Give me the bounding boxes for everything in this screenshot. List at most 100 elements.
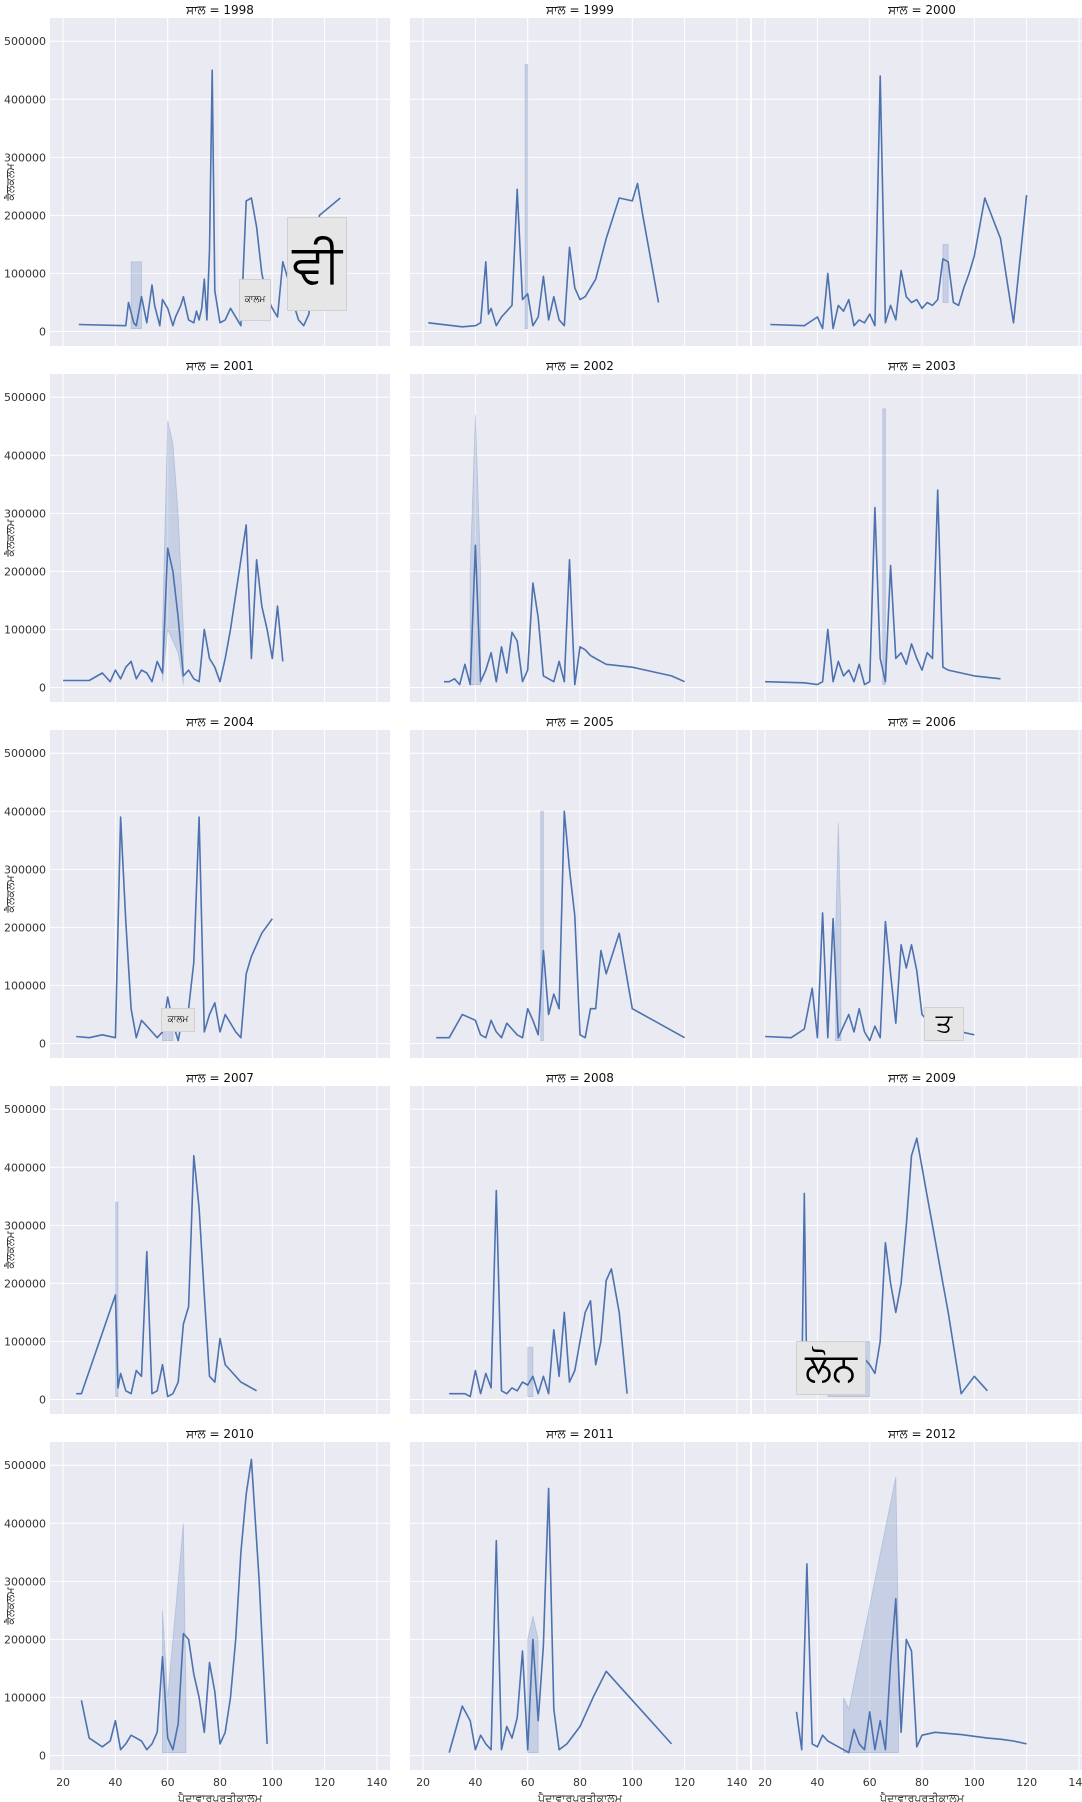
x-tick-label: 40 [468, 1776, 482, 1789]
facet-title: ਸਾਲ = 2009 [887, 1071, 956, 1085]
confidence-band [843, 1476, 899, 1753]
facet-panel: ਸਾਲ = 2004 0 100000 200000 300000 400000 50000… [4, 715, 390, 1058]
y-tick-label: 400000 [4, 1161, 46, 1174]
facet-panel: ਸਾਲ = 2003 [752, 359, 1082, 702]
series-line [436, 810, 685, 1039]
facet-panel: ਸਾਲ = 1998 0 100000 200000 300000 400000 50000… [4, 3, 390, 346]
x-tick-label: 80 [573, 1776, 587, 1789]
facet-title: ਸਾਲ = 2012 [887, 1427, 956, 1441]
facet-title: ਸਾਲ = 2004 [185, 715, 254, 729]
y-tick-label: 300000 [4, 507, 46, 520]
y-tick-label: 200000 [4, 921, 46, 934]
facet-panel: ਸਾਲ = 2002 [410, 359, 750, 702]
y-tick-label: 200000 [4, 1277, 46, 1290]
y-tick-label: 500000 [4, 391, 46, 404]
series-line [770, 75, 1028, 330]
x-tick-label: 80 [213, 1776, 227, 1789]
y-axis-label: ਕੈਲਕਲਮ [4, 875, 17, 914]
x-tick-label: 120 [1016, 1776, 1037, 1789]
facet-panel: ਸਾਲ = 2007 0 100000 200000 300000 400000 50000… [4, 1071, 390, 1414]
facet-title: ਸਾਲ = 2010 [185, 1427, 254, 1441]
x-axis-label: ਪੈਦਾਵਾਰਪ੍ਰਤੀਕਾਲਮ [879, 1792, 965, 1802]
series-line [444, 544, 685, 686]
facet-title: ਸਾਲ = 2001 [185, 359, 254, 373]
y-tick-label: 100000 [4, 623, 46, 636]
series-line [63, 524, 284, 683]
x-tick-label: 60 [161, 1776, 175, 1789]
confidence-band [942, 244, 949, 303]
facet-panel: ਸਾਲ = 2001 0 100000 200000 300000 400000 50000… [4, 359, 390, 702]
y-tick-label: 500000 [4, 35, 46, 48]
overlay-label-small: ਕਾਲਮ [240, 280, 270, 320]
x-tick-label: 120 [674, 1776, 695, 1789]
x-axis-label: ਪੈਦਾਵਾਰਪ੍ਰਤੀਕਾਲਮ [177, 1792, 263, 1802]
overlay-glyph-medium: ਤ [925, 1008, 963, 1040]
x-tick-label: 140 [726, 1776, 747, 1789]
facet-panel: ਸਾਲ = 2010 0 100000 200000 300000 400000 50000… [4, 1427, 390, 1802]
confidence-band [540, 810, 544, 1041]
facet-title: ਸਾਲ = 2006 [887, 715, 956, 729]
facet-panel: ਸਾਲ = 2000 [752, 3, 1082, 346]
facet-panel: ਸਾਲ = 2006 [752, 715, 1082, 1058]
facet-panel: ਸਾਲ = 2011 20 40 60 80 100 120 140 ਪੈਦਾਵਾਰਪ੍ਰਤੀਕ… [410, 1427, 750, 1802]
y-tick-label: 400000 [4, 805, 46, 818]
y-tick-label: 100000 [4, 1335, 46, 1348]
panel-background [752, 730, 1082, 1058]
facet-title: ਸਾਲ = 2008 [545, 1071, 614, 1085]
facet-title: ਸਾਲ = 2002 [545, 359, 614, 373]
x-tick-label: 40 [810, 1776, 824, 1789]
series-line [765, 489, 1001, 686]
facet-title: ਸਾਲ = 2003 [887, 359, 956, 373]
y-tick-label: 300000 [4, 863, 46, 876]
y-tick-label: 500000 [4, 747, 46, 760]
overlay-glyph-wide: ਲੋਨ [797, 1342, 865, 1394]
y-axis-label: ਕੈਲਕਲਮ [4, 163, 17, 202]
y-tick-label: 300000 [4, 151, 46, 164]
series-line [76, 1154, 257, 1398]
x-tick-label: 40 [108, 1776, 122, 1789]
x-tick-label: 20 [416, 1776, 430, 1789]
y-tick-label: 0 [39, 1749, 46, 1762]
y-tick-label: 100000 [4, 1691, 46, 1704]
y-axis-label: ਕੈਲਕਲਮ [4, 519, 17, 558]
x-tick-label: 80 [915, 1776, 929, 1789]
x-tick-label: 100 [964, 1776, 985, 1789]
y-tick-label: 300000 [4, 1575, 46, 1588]
facet-panel: ਸਾਲ = 2012 20 40 60 80 100 120 140 ਪੈਦਾਵਾਰਪ੍ਰਤੀਕ… [752, 1427, 1082, 1802]
confidence-band [527, 1616, 539, 1753]
confidence-band [527, 1346, 534, 1397]
series-line [428, 182, 660, 328]
x-tick-label: 60 [521, 1776, 535, 1789]
series-line [448, 1487, 673, 1753]
confidence-band [524, 64, 529, 329]
facet-panel: ਸਾਲ = 2005 [410, 715, 750, 1058]
x-tick-label: 140 [366, 1776, 387, 1789]
series-line [449, 1189, 628, 1398]
y-tick-label: 200000 [4, 209, 46, 222]
overlay-label-small-2: ਕਾਲਮ [162, 1009, 194, 1031]
panel-background [752, 18, 1082, 346]
y-tick-label: 0 [39, 681, 46, 694]
y-tick-label: 200000 [4, 1633, 46, 1646]
series-line [78, 69, 341, 327]
facet-title: ਸਾਲ = 1998 [185, 3, 254, 17]
facet-title: ਸਾਲ = 2011 [545, 1427, 614, 1441]
y-tick-label: 300000 [4, 1219, 46, 1232]
y-tick-label: 0 [39, 1037, 46, 1050]
series-line [80, 1458, 268, 1751]
y-axis-label: ਕੈਲਕਲਮ [4, 1587, 17, 1626]
x-tick-label: 20 [56, 1776, 70, 1789]
facet-title: ਸਾਲ = 2005 [545, 715, 614, 729]
panel-background [752, 1442, 1082, 1770]
y-tick-label: 0 [39, 325, 46, 338]
y-tick-label: 100000 [4, 979, 46, 992]
x-tick-label: 120 [314, 1776, 335, 1789]
facet-panel: ਸਾਲ = 2008 [410, 1071, 750, 1414]
facet-title: ਸਾਲ = 1999 [545, 3, 614, 17]
x-tick-label: 60 [863, 1776, 877, 1789]
overlay-glyph-large: ਵੀ [288, 218, 346, 310]
confidence-band [835, 822, 842, 1041]
confidence-band [882, 408, 886, 685]
panel-background [752, 374, 1082, 702]
